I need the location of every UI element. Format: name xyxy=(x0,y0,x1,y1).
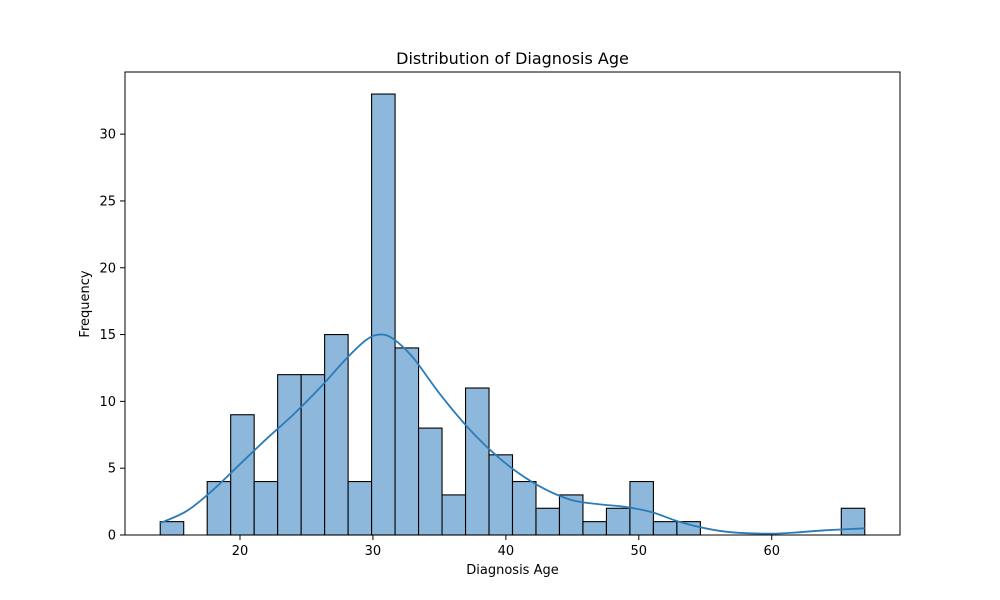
y-tick-label: 30 xyxy=(99,128,116,143)
histogram-bar xyxy=(206,481,232,536)
y-axis-label: Frequency xyxy=(78,270,93,337)
x-tick-label: 60 xyxy=(763,544,780,559)
histogram-bar xyxy=(511,481,537,536)
y-tick-label: 20 xyxy=(99,261,116,276)
kde-curve xyxy=(159,333,865,535)
histogram-bar xyxy=(582,521,607,536)
y-axis-ticks: 0 5 10 15 20 25 30 xyxy=(99,128,125,544)
y-tick-label: 5 xyxy=(108,462,116,477)
histogram-bar xyxy=(605,507,631,536)
x-tick-label: 50 xyxy=(631,544,648,559)
histogram-bar xyxy=(441,494,467,536)
histogram-bar xyxy=(253,481,279,536)
histogram-bar xyxy=(300,374,326,536)
y-tick-label: 0 xyxy=(108,529,116,544)
histogram-bar xyxy=(535,507,561,536)
histogram-bar xyxy=(159,521,185,536)
x-tick-label: 30 xyxy=(365,544,382,559)
y-tick-label: 25 xyxy=(99,194,116,209)
x-axis-ticks: 20 30 40 50 60 xyxy=(232,535,780,559)
histogram-bar xyxy=(418,427,443,536)
histogram-bar xyxy=(371,93,396,536)
histogram-bars xyxy=(159,93,866,536)
histogram-bar xyxy=(840,507,866,536)
histogram-bar xyxy=(277,374,302,536)
histogram-bar xyxy=(652,521,678,536)
chart-title: Distribution of Diagnosis Age xyxy=(396,49,629,68)
histogram-bar xyxy=(464,387,490,536)
y-tick-label: 10 xyxy=(99,395,116,410)
x-tick-label: 40 xyxy=(498,544,515,559)
histogram-bar xyxy=(324,334,349,536)
histogram-bar xyxy=(230,414,255,536)
histogram-bar xyxy=(347,481,373,536)
histogram-bar xyxy=(394,347,420,536)
plot-frame xyxy=(124,71,901,536)
x-tick-label: 20 xyxy=(232,544,249,559)
x-axis-label: Diagnosis Age xyxy=(466,563,558,578)
y-tick-label: 15 xyxy=(99,328,116,343)
